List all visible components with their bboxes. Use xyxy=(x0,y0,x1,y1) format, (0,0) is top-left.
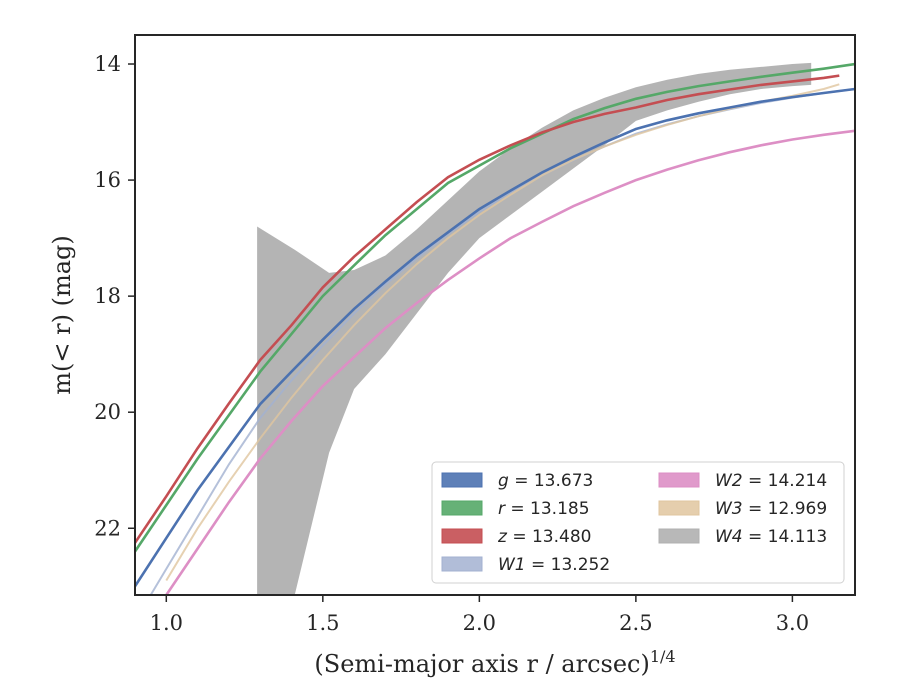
legend-box xyxy=(431,461,845,584)
y-tick-label: 22 xyxy=(94,516,121,540)
legend-label-g: g = 13.673 xyxy=(498,471,593,491)
series-line-z xyxy=(135,74,840,544)
x-tick-label: 1.5 xyxy=(306,611,339,635)
w4-band xyxy=(257,62,812,595)
y-axis-title: m(< r) (mag) xyxy=(48,235,76,394)
ticks-layer: 1.0 1.5 2.0 2.5 3.0 14 16 18 20 22 xyxy=(94,52,809,635)
x-tick-label: 1.0 xyxy=(150,611,183,635)
x-axis-title: (Semi-major axis r / arcsec)1/4 xyxy=(314,647,675,678)
plot-frame xyxy=(134,34,856,596)
series-line-w2 xyxy=(165,129,855,595)
legend-label-z: z = 13.480 xyxy=(497,527,591,547)
legend-label-w1: W1 = 13.252 xyxy=(498,555,610,575)
y-tick-label: 14 xyxy=(94,52,121,76)
legend-swatch-w2 xyxy=(658,472,700,488)
legend: g = 13.673 r = 13.185 z = 13.480 W1 = 13.25… xyxy=(431,461,845,584)
legend-label-w2: W2 = 14.214 xyxy=(715,471,827,491)
legend-swatch-r xyxy=(441,500,483,516)
legend-label-w3: W3 = 12.969 xyxy=(715,499,827,519)
y-tick-label: 20 xyxy=(94,400,121,424)
legend-label-r: r = 13.185 xyxy=(498,499,590,519)
legend-label-w4: W4 = 14.113 xyxy=(715,527,827,547)
legend-swatch-z xyxy=(441,528,483,544)
series-line-g xyxy=(135,87,855,588)
x-tick-label: 3.0 xyxy=(776,611,809,635)
x-tick-label: 2.5 xyxy=(619,611,652,635)
legend-swatch-w4 xyxy=(658,528,700,544)
y-tick-label: 18 xyxy=(94,284,121,308)
series-line-r xyxy=(135,62,855,553)
data-layer xyxy=(135,62,855,595)
x-tick-label: 2.0 xyxy=(463,611,496,635)
legend-swatch-g xyxy=(441,472,483,488)
legend-swatch-w1 xyxy=(441,556,483,572)
legend-swatch-w3 xyxy=(658,500,700,516)
y-tick-label: 16 xyxy=(94,168,121,192)
